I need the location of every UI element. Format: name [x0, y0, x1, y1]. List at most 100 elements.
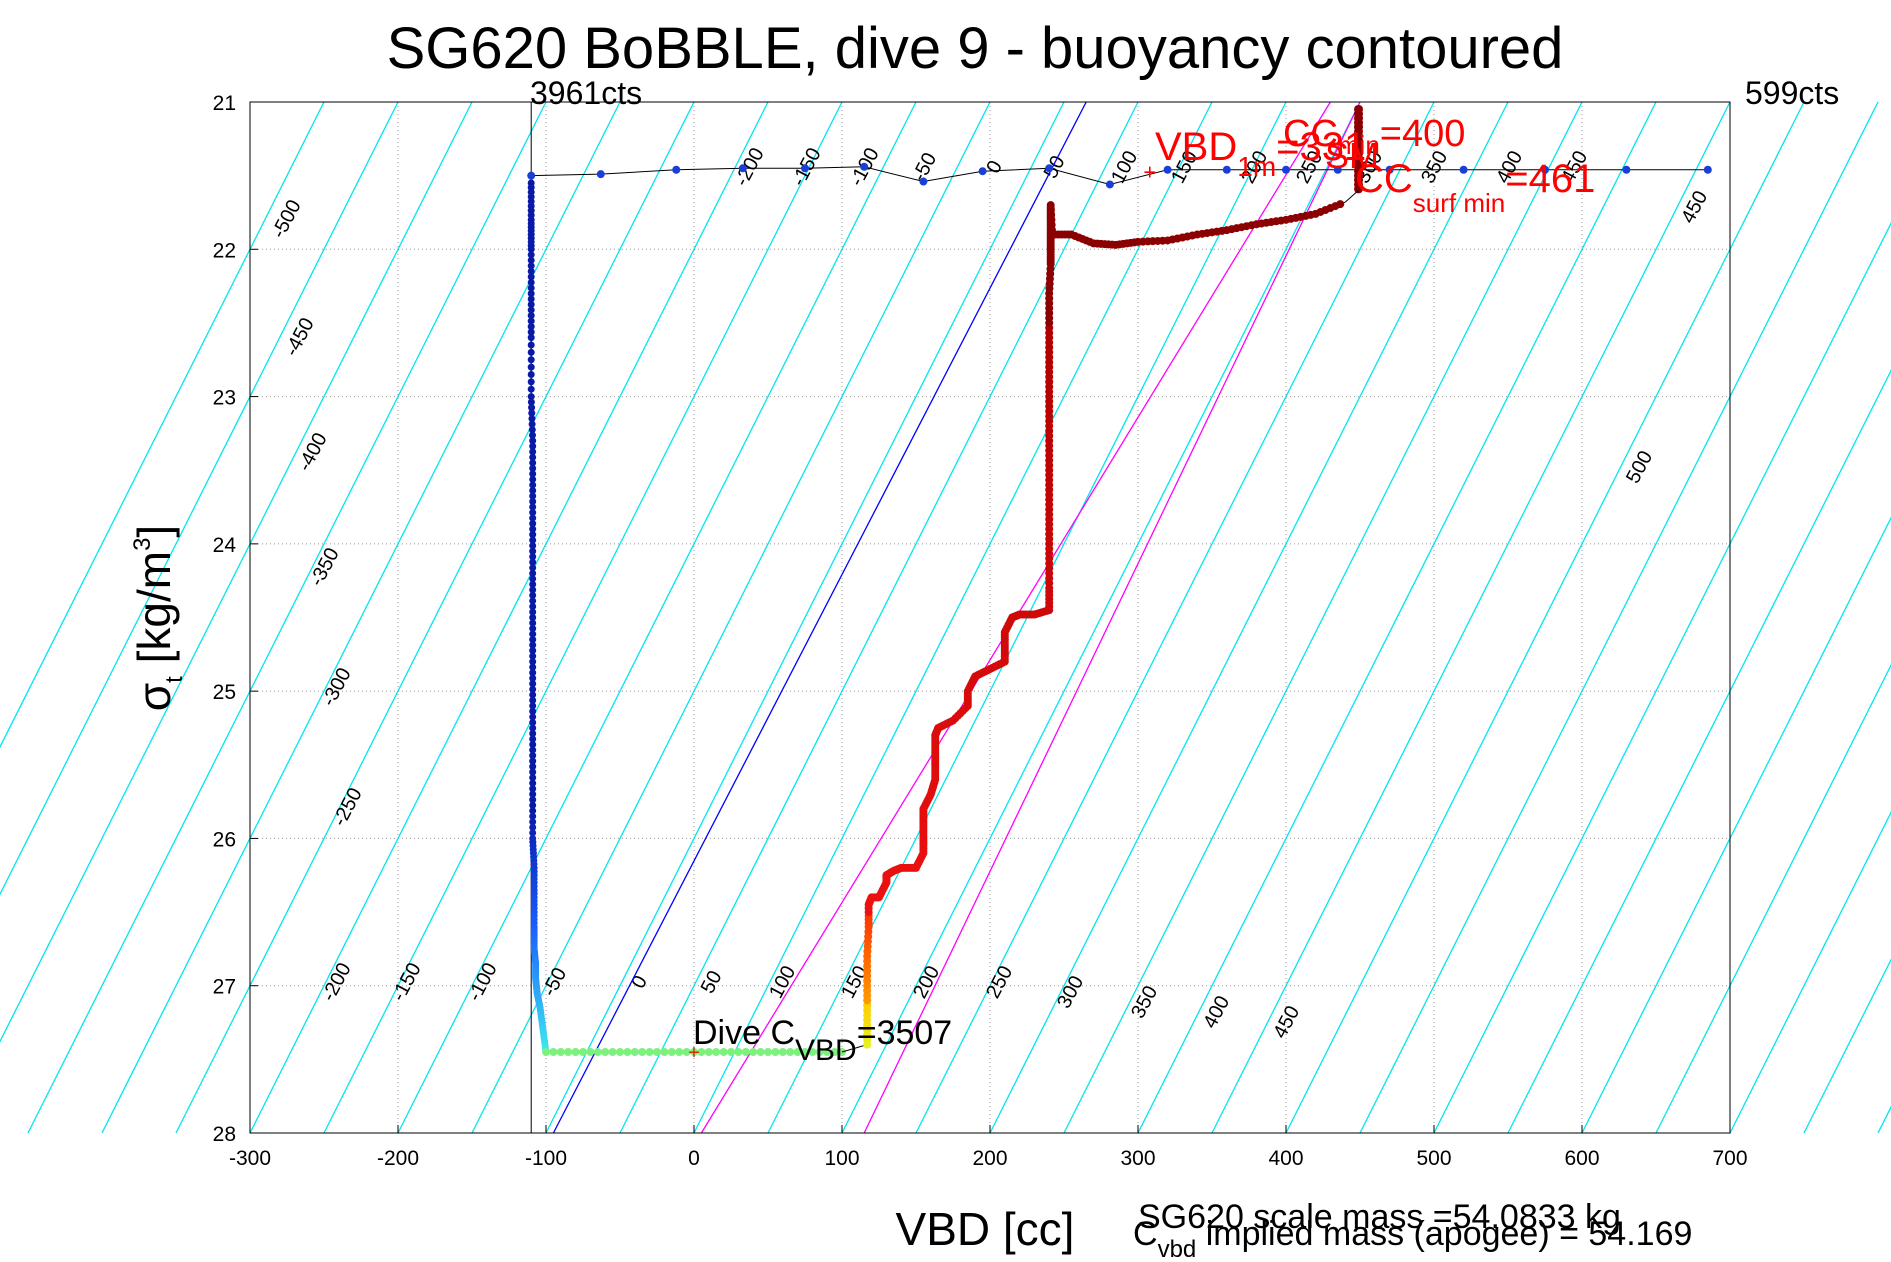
contour-line: [1581, 516, 1891, 1134]
descent-point: [529, 713, 537, 721]
apogee-point: [675, 1047, 684, 1056]
descent-point: [527, 262, 535, 270]
descent-point: [527, 312, 535, 320]
surface-point: [1282, 165, 1290, 174]
apogee-point: [734, 1047, 743, 1056]
cc-min-annotation: CCmin=400: [1283, 113, 1465, 160]
apogee-point: [579, 1047, 587, 1056]
descent-point: [527, 334, 535, 342]
descent-point: [529, 514, 537, 522]
sm-annotation: SM: [1325, 135, 1379, 176]
x-tick-label: 500: [1416, 1147, 1451, 1170]
cc-min-value: =400: [1380, 113, 1466, 155]
y-tick-label: 22: [213, 239, 236, 262]
x-tick-labels: -300 -200 -100 0 100 200 300 400 500 600 700: [229, 1125, 1748, 1170]
reference-line-blue: [552, 101, 1087, 1134]
x-tick-label: 100: [824, 1147, 859, 1170]
descent-point: [529, 597, 537, 605]
apogee-point: [778, 1047, 787, 1056]
vbd-1m-main: VBD: [1155, 125, 1237, 169]
descent-point: [528, 415, 536, 423]
descent-point: [529, 807, 537, 815]
apogee-point: [793, 1047, 802, 1056]
descent-point: [527, 295, 535, 303]
descent-point: [529, 459, 537, 467]
descent-point: [529, 674, 537, 682]
descent-point: [529, 520, 537, 528]
cc-surf-min-main: CC: [1355, 157, 1413, 201]
contour-line: [1211, 101, 1731, 1134]
apogee-point: [556, 1047, 565, 1056]
descent-point: [529, 575, 537, 583]
contour-line: [0, 101, 399, 896]
descent-point: [529, 547, 537, 555]
contour-line: [249, 101, 769, 1134]
apogee-point: [571, 1047, 580, 1056]
vbd-1m-marker: +: [1143, 160, 1156, 185]
descent-point: [527, 348, 535, 356]
apogee-point: [660, 1047, 669, 1056]
apogee-point: [630, 1047, 639, 1056]
descent-point: [529, 718, 537, 726]
climb-top-point: [1354, 184, 1364, 194]
descent-point: [529, 614, 537, 621]
descent-point: [529, 823, 537, 831]
surface-point: [1163, 165, 1172, 174]
apogee-point: [616, 1047, 624, 1056]
contour-line: [1359, 101, 1879, 1134]
plot-frame: [250, 102, 1730, 1133]
descent-point: [529, 464, 537, 472]
descent-point: [529, 801, 537, 809]
apogee-point: [808, 1047, 817, 1056]
dive-c-vbd-value: =3507: [857, 1014, 953, 1052]
x-axis-label: VBD [cc]: [896, 1203, 1075, 1255]
contour-line: [1803, 958, 1891, 1134]
apogee-point: [697, 1047, 706, 1056]
descent-point: [528, 420, 536, 428]
counts-left-label: 3961cts: [530, 75, 642, 111]
descent-point: [527, 278, 535, 286]
contour-line: [1655, 663, 1891, 1134]
climb-top-connector: [1344, 189, 1359, 203]
descent-point: [529, 498, 537, 506]
apogee-climb-connector: [841, 1044, 868, 1053]
descent-point: [529, 470, 537, 478]
descent-point: [529, 812, 537, 820]
descent-point: [527, 328, 535, 336]
descent-point: [529, 536, 537, 544]
apogee-point: [823, 1047, 832, 1056]
descent-point: [529, 580, 537, 588]
y-tick-label: 25: [213, 681, 236, 704]
descent-point: [529, 790, 537, 798]
descent-point: [527, 398, 535, 406]
contour-line: [915, 101, 1435, 1134]
descent-point: [529, 586, 537, 594]
dive-c-vbd-sub: VBD: [795, 1034, 857, 1067]
y-axis-label-close: ]: [128, 525, 180, 538]
descent-point: [527, 273, 535, 281]
descent-point: [529, 542, 537, 550]
implied-mass-main: C: [1133, 1215, 1158, 1253]
implied-mass-sub: vbd: [1158, 1236, 1197, 1262]
descent-point: [529, 525, 537, 533]
surface-point: [1333, 165, 1342, 174]
descent-point: [529, 774, 537, 782]
descent-point: [529, 531, 537, 539]
surface-point: [801, 164, 809, 173]
y-axis-label: σt [kg/m3]: [128, 525, 188, 711]
dive-c-vbd-main: Dive C: [693, 1014, 795, 1052]
y-tick-label: 23: [213, 387, 236, 410]
descent-point: [529, 564, 537, 572]
descent-point: [529, 663, 537, 671]
apogee-point: [771, 1047, 780, 1056]
surface-point: [919, 177, 928, 186]
y-tick-label: 28: [213, 1123, 236, 1146]
y-axis-label-sup: 3: [129, 538, 156, 551]
descent-point: [529, 619, 537, 627]
data-series: ++: [527, 104, 1712, 1064]
descent-point: [529, 724, 537, 732]
descent-point: [529, 818, 537, 826]
descent-point: [529, 779, 537, 787]
descent-point: [529, 829, 537, 837]
descent-point: [529, 553, 537, 561]
